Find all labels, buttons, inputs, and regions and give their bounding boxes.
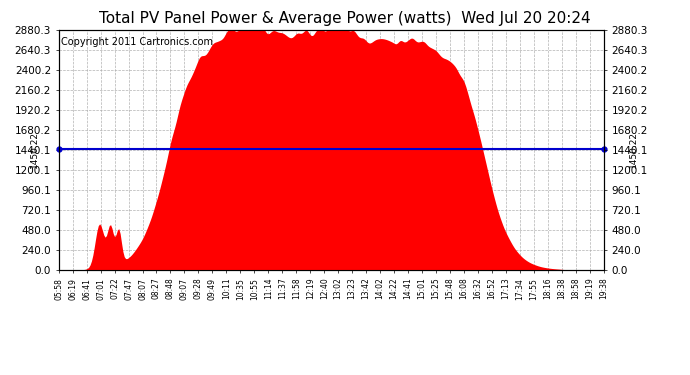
Text: 1450.22: 1450.22	[30, 130, 39, 168]
Text: Total PV Panel Power & Average Power (watts)  Wed Jul 20 20:24: Total PV Panel Power & Average Power (wa…	[99, 11, 591, 26]
Text: 1450.22: 1450.22	[629, 130, 638, 168]
Text: Copyright 2011 Cartronics.com: Copyright 2011 Cartronics.com	[61, 37, 213, 47]
